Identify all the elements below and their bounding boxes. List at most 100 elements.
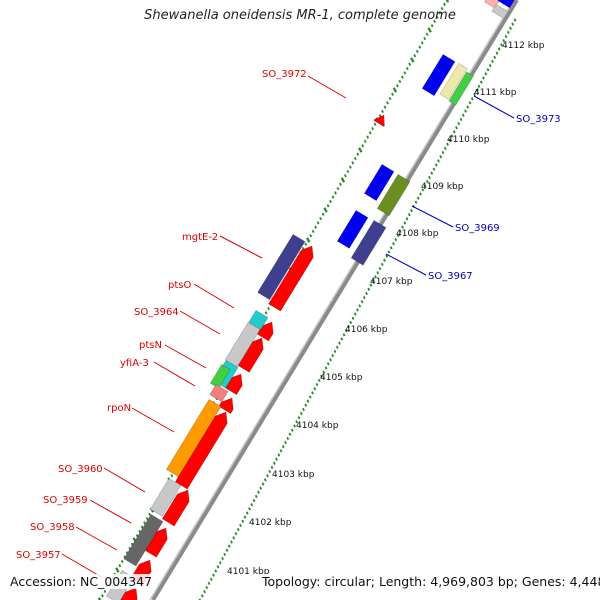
right-tick-dot (257, 490, 260, 494)
gene-feature (209, 383, 229, 403)
left-tick-dot (331, 195, 335, 199)
left-tick-dot (143, 521, 147, 525)
left-tick-dot (353, 156, 357, 161)
right-tick-dot (315, 382, 319, 387)
kbp-labels: 4112 kbp 4111 kbp 4110 kbp 4109 kbp 4108… (227, 41, 545, 577)
gene-label[interactable]: mgtE-2 (182, 232, 218, 243)
right-tick-dot (329, 358, 332, 362)
gene-label[interactable]: ptsO (168, 280, 191, 291)
right-tick-dot (290, 428, 294, 432)
right-tick-dot (466, 105, 470, 109)
right-tick-dot (437, 159, 440, 163)
gene-label[interactable]: SO_3960 (58, 464, 103, 475)
right-tick-dot (371, 279, 375, 283)
right-tick-dot (250, 503, 254, 507)
right-tick-dot (358, 304, 362, 308)
gene-label[interactable]: SO_3967 (428, 271, 473, 282)
left-tick-dot (323, 207, 328, 213)
right-tick-dot (203, 590, 206, 594)
right-tick-dot (270, 465, 274, 470)
right-tick-dot (360, 300, 364, 304)
right-tick-dot (234, 532, 238, 536)
right-tick-dot (279, 449, 283, 453)
tick-lines (97, 0, 517, 600)
gene-label[interactable]: SO_3959 (43, 495, 88, 506)
right-tick-dot (306, 399, 310, 403)
right-tick-dot (396, 233, 400, 238)
left-tick-dot (336, 186, 340, 191)
leader-line (411, 205, 454, 228)
gene-label[interactable]: rpoN (107, 403, 131, 414)
right-tick-dot (216, 565, 220, 569)
left-tick-dot (343, 174, 347, 178)
genes-text: Genes: 4,448 (521, 574, 600, 589)
left-tick-dot (391, 92, 394, 96)
gene-label[interactable]: SO_3964 (134, 307, 179, 318)
right-tick-dot (248, 507, 251, 511)
left-tick-dot (339, 182, 342, 186)
gene-feature (336, 209, 369, 249)
left-tick-dot (348, 165, 352, 169)
right-tick-dot (405, 217, 409, 221)
gene-feature (209, 363, 231, 389)
kbp-label: 4106 kbp (345, 325, 388, 335)
right-tick-dot (387, 250, 391, 254)
left-tick-dot (329, 199, 332, 204)
right-tick-dot (398, 229, 402, 233)
gene-label[interactable]: ptsN (139, 340, 162, 351)
map-title: Shewanella oneidensis MR-1, complete gen… (144, 8, 456, 23)
left-tick-dot (381, 109, 384, 114)
left-tick-dot (408, 62, 412, 66)
left-tick-dot (101, 594, 104, 598)
right-tick-dot (389, 246, 393, 250)
left-tick-dot (410, 57, 415, 63)
leader-line (153, 361, 196, 387)
left-tick-dot (103, 589, 107, 594)
right-tick-dot (486, 68, 490, 72)
left-tick-dot (115, 567, 120, 573)
left-tick-dot (264, 311, 268, 315)
gene-label[interactable]: SO_3957 (16, 550, 61, 561)
left-tick-dot (418, 45, 422, 49)
gene-label[interactable]: SO_3958 (30, 522, 75, 533)
cds-feature (373, 114, 385, 128)
right-tick-dot (369, 283, 373, 287)
right-tick-dot (227, 544, 231, 548)
right-tick-dot (324, 366, 328, 370)
right-tick-dot (297, 416, 301, 420)
right-tick-dot (477, 84, 481, 88)
right-tick-dot (225, 548, 229, 552)
right-tick-dot (277, 453, 281, 457)
right-tick-dot (288, 432, 292, 436)
right-tick-dot (461, 113, 465, 117)
left-tick-dot (120, 559, 124, 564)
left-tick-dot (378, 114, 382, 118)
right-tick-dot (302, 407, 305, 412)
right-tick-dot (205, 585, 209, 590)
left-tick-dot (346, 169, 350, 174)
leader-line (179, 310, 221, 335)
left-tick-dot (366, 135, 370, 139)
gene-label[interactable]: SO_3969 (455, 223, 500, 234)
left-tick-dot (326, 204, 330, 208)
gene-label[interactable]: SO_3972 (262, 69, 307, 80)
topology-text: Topology: circular; (262, 574, 375, 589)
gene-feature (123, 513, 164, 567)
gene-feature (224, 321, 261, 368)
gene-feature (497, 0, 515, 9)
right-tick-dot (326, 362, 330, 366)
right-tick-dot (439, 155, 443, 159)
left-tick-dot (396, 84, 399, 88)
cds-feature (161, 489, 190, 527)
right-tick-dot (335, 345, 339, 349)
right-tick-dot (455, 126, 458, 130)
gene-label[interactable]: yfiA-3 (120, 358, 149, 369)
right-tick-dot (450, 134, 454, 138)
right-tick-dot (378, 266, 382, 271)
right-tick-dot (236, 527, 240, 532)
right-tick-dot (457, 121, 461, 126)
right-tick-dot (333, 349, 337, 354)
gene-label[interactable]: SO_3973 (516, 114, 561, 125)
right-tick-dot (338, 341, 341, 345)
gene-feature (491, 3, 509, 19)
